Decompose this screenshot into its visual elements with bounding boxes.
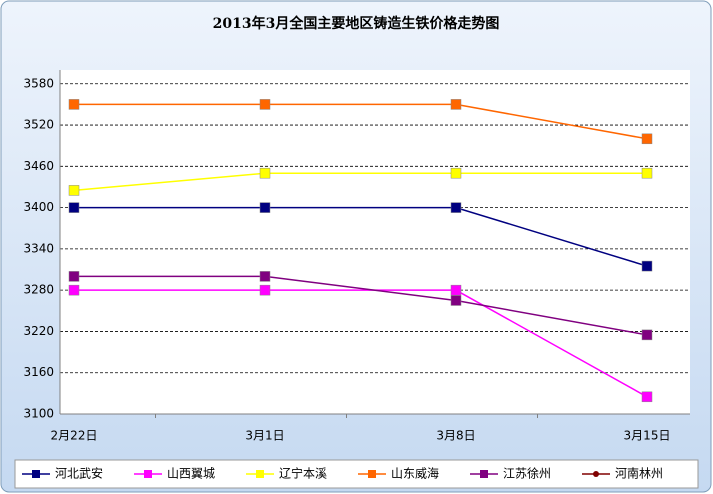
marker — [641, 133, 653, 145]
legend-label: 河北武安 — [55, 466, 103, 481]
x-tick-label: 3月1日 — [245, 429, 284, 443]
marker — [450, 99, 462, 110]
plot-area — [60, 70, 690, 414]
marker — [259, 99, 271, 110]
legend-label: 江苏徐州 — [503, 466, 551, 481]
y-tick-label: 3220 — [23, 324, 54, 338]
chart-title: 2013年3月全国主要地区铸造生铁价格走势图 — [213, 15, 500, 32]
marker — [68, 99, 80, 110]
x-tick-label: 2月22日 — [51, 429, 98, 443]
legend-marker — [32, 470, 40, 478]
legend-label: 河南林州 — [615, 466, 663, 481]
marker — [641, 167, 653, 179]
legend-label: 山东威海 — [391, 466, 439, 481]
y-tick-label: 3460 — [23, 159, 54, 173]
marker — [641, 329, 653, 341]
y-tick-label: 3520 — [23, 118, 54, 132]
legend-label: 山西翼城 — [167, 467, 215, 481]
y-tick-label: 3340 — [23, 241, 54, 255]
marker — [259, 202, 271, 213]
legend-label: 辽宁本溪 — [279, 466, 327, 481]
marker — [68, 284, 80, 296]
series-line — [74, 103, 648, 140]
marker — [68, 271, 80, 282]
marker — [259, 167, 271, 179]
marker — [68, 202, 80, 213]
y-tick-label: 3400 — [23, 200, 54, 214]
series-line — [74, 289, 648, 398]
legend-marker — [593, 471, 599, 477]
series-line — [74, 275, 648, 336]
legend-marker — [144, 470, 152, 478]
x-tick-label: 3月15日 — [624, 429, 671, 443]
y-tick-label: 3100 — [23, 407, 54, 421]
y-tick-label: 3280 — [23, 283, 54, 297]
legend-marker — [480, 470, 488, 478]
y-tick-label: 3580 — [23, 76, 54, 90]
marker — [450, 167, 462, 179]
series-line — [73, 172, 647, 192]
x-tick-label: 3月8日 — [436, 429, 475, 443]
marker — [641, 391, 653, 403]
legend-marker — [256, 470, 264, 478]
legend-marker — [368, 470, 376, 478]
marker — [641, 260, 653, 272]
y-tick-label: 3160 — [23, 365, 54, 379]
marker — [450, 284, 462, 296]
marker — [450, 295, 462, 306]
marker — [450, 202, 462, 213]
marker — [68, 185, 80, 196]
series-line — [74, 206, 648, 267]
marker — [259, 284, 271, 296]
marker — [259, 271, 271, 282]
